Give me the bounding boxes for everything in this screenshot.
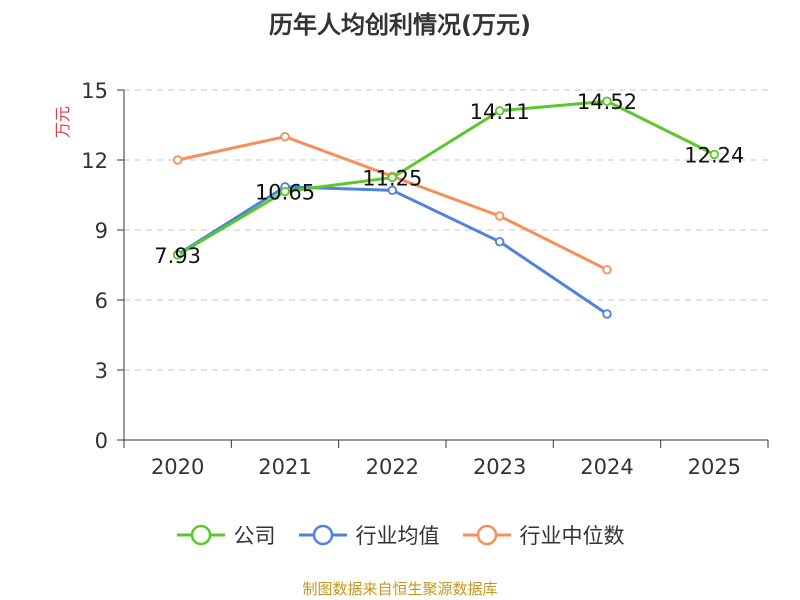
- data-point[interactable]: [387, 172, 398, 183]
- legend-item-1[interactable]: 行业均值: [298, 520, 440, 550]
- data-label: 11.25: [362, 167, 422, 191]
- data-point[interactable]: [172, 155, 183, 165]
- data-point[interactable]: [709, 149, 720, 160]
- data-point[interactable]: [602, 309, 612, 319]
- y-tick-label: 6: [95, 289, 108, 313]
- data-point[interactable]: [494, 211, 505, 221]
- x-tick-label: 2025: [688, 455, 741, 479]
- series-line-2: [176, 135, 609, 272]
- data-point[interactable]: [280, 186, 290, 197]
- chart-title: 历年人均创利情况(万元): [269, 11, 531, 39]
- legend-item-0[interactable]: 公司: [176, 520, 276, 550]
- series-line-0: [176, 99, 716, 257]
- data-label: 14.11: [470, 100, 530, 124]
- y-tick-label: 12: [81, 149, 108, 173]
- x-tick-label: 2022: [366, 455, 419, 479]
- x-tick-label: 2021: [258, 455, 311, 479]
- data-point[interactable]: [387, 185, 398, 196]
- data-point[interactable]: [172, 250, 183, 260]
- data-label: 7.93: [154, 244, 201, 268]
- data-point[interactable]: [602, 96, 612, 106]
- legend-label: 行业中位数: [519, 524, 625, 548]
- legend-label: 行业均值: [355, 524, 440, 548]
- footer-source-note: 制图数据来自恒生聚源数据库: [302, 580, 498, 598]
- data-point[interactable]: [494, 236, 505, 247]
- x-tick-label: 2023: [473, 455, 526, 479]
- data-label: 14.52: [577, 90, 637, 114]
- legend-swatch-icon: [298, 524, 347, 546]
- y-tick-label: 15: [81, 79, 108, 103]
- y-tick-label: 3: [95, 359, 108, 383]
- data-point[interactable]: [280, 131, 290, 142]
- legend-swatch-icon: [462, 524, 511, 546]
- x-tick-label: 2024: [580, 455, 633, 479]
- data-point[interactable]: [602, 264, 612, 275]
- data-label: 10.65: [255, 181, 315, 205]
- legend-label: 公司: [233, 524, 276, 548]
- data-label: 12.24: [684, 143, 744, 167]
- legend-swatch-icon: [176, 524, 225, 546]
- legend: 公司 行业均值 行业中位数: [0, 520, 800, 550]
- legend-item-2[interactable]: 行业中位数: [462, 520, 625, 550]
- x-tick-label: 2020: [151, 455, 204, 479]
- y-axis-title: 万元: [53, 106, 72, 138]
- data-point[interactable]: [494, 106, 505, 116]
- series-line-1: [176, 185, 609, 316]
- y-tick-label: 0: [95, 429, 108, 453]
- y-tick-label: 9: [95, 219, 108, 243]
